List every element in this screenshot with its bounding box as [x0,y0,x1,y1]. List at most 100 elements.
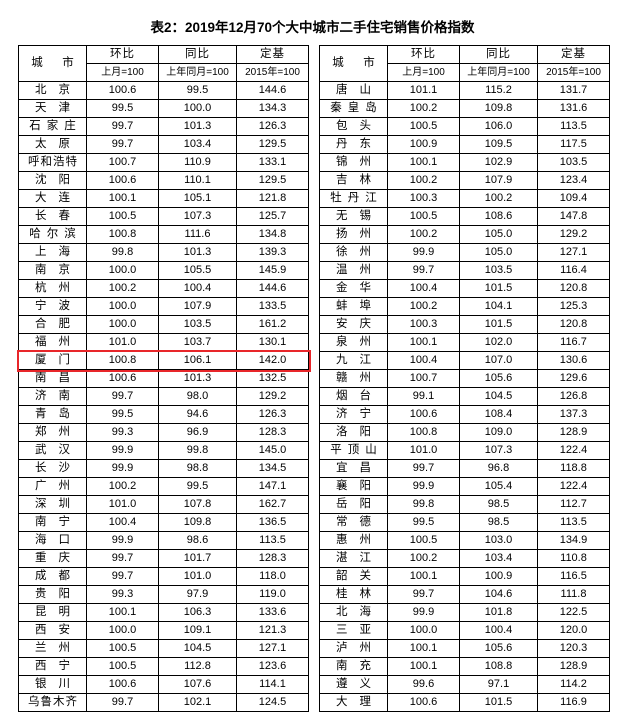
mom-value-left: 99.5 [86,405,159,424]
yoy-value-left: 101.3 [158,117,237,136]
column-gap [309,100,320,118]
base-value-right: 130.6 [537,351,610,370]
yoy-value-left: 103.4 [158,135,237,154]
header-mom-sub-right: 上月=100 [387,63,460,82]
column-gap [309,406,320,424]
mom-value-right: 100.6 [387,405,460,424]
base-value-right: 111.8 [537,585,610,604]
column-gap [309,694,320,712]
column-gap [309,244,320,262]
mom-value-right: 101.1 [387,81,460,100]
base-value-left: 144.6 [236,279,309,298]
mom-value-left: 100.0 [86,261,159,280]
yoy-value-left: 94.6 [158,405,237,424]
header-base-right: 定基 [537,45,610,64]
column-gap [309,604,320,622]
mom-value-right: 100.4 [387,279,460,298]
column-gap [309,568,320,586]
mom-value-left: 99.7 [86,387,159,406]
yoy-value-left: 98.0 [158,387,237,406]
column-gap [309,280,320,298]
base-value-right: 112.7 [537,495,610,514]
base-value-right: 116.4 [537,261,610,280]
yoy-value-right: 101.5 [459,279,538,298]
table-row: 南宁 100.4 109.8 136.5 常德 99.5 98.5 113.5 [18,513,610,532]
mom-value-right: 100.0 [387,621,460,640]
column-gap [309,154,320,172]
city-cell-left: 重庆 [18,549,87,568]
yoy-value-right: 108.8 [459,657,538,676]
city-cell-right: 九江 [319,351,388,370]
yoy-value-right: 98.5 [459,495,538,514]
yoy-value-right: 97.1 [459,675,538,694]
base-value-left: 128.3 [236,423,309,442]
city-cell-right: 襄阳 [319,477,388,496]
column-gap [309,388,320,406]
yoy-value-left: 99.8 [158,441,237,460]
city-cell-right: 秦皇岛 [319,99,388,118]
base-value-right: 147.8 [537,207,610,226]
city-cell-right: 桂林 [319,585,388,604]
base-value-left: 134.8 [236,225,309,244]
city-cell-left: 广州 [18,477,87,496]
base-value-left: 144.6 [236,81,309,100]
mom-value-left: 100.0 [86,297,159,316]
price-index-table: 城 市 环比 同比 定基 城 市 环比 同比 定基 上月=100 上年同月=10… [18,45,610,712]
base-value-right: 116.7 [537,333,610,352]
table-row: 海口 99.9 98.6 113.5 惠州 100.5 103.0 134.9 [18,531,610,550]
header-city-left: 城 市 [18,45,87,82]
column-gap [309,316,320,334]
yoy-value-left: 105.1 [158,189,237,208]
yoy-value-right: 107.0 [459,351,538,370]
city-cell-right: 泸州 [319,639,388,658]
mom-value-left: 100.5 [86,639,159,658]
column-gap [309,208,320,226]
mom-value-right: 100.2 [387,297,460,316]
base-value-left: 126.3 [236,405,309,424]
yoy-value-right: 104.5 [459,387,538,406]
mom-value-left: 100.0 [86,315,159,334]
yoy-value-right: 109.0 [459,423,538,442]
yoy-value-right: 103.0 [459,531,538,550]
base-value-right: 128.9 [537,657,610,676]
yoy-value-right: 107.3 [459,441,538,460]
city-cell-left: 宁波 [18,297,87,316]
column-gap [309,136,320,154]
base-value-left: 130.1 [236,333,309,352]
yoy-value-right: 96.8 [459,459,538,478]
city-cell-right: 扬州 [319,225,388,244]
table-row: 长春 100.5 107.3 125.7 无锡 100.5 108.6 147.8 [18,207,610,226]
column-gap [309,622,320,640]
base-value-left: 121.3 [236,621,309,640]
base-value-left: 142.0 [236,351,309,370]
base-value-left: 136.5 [236,513,309,532]
city-cell-left: 沈阳 [18,171,87,190]
column-gap [309,46,320,82]
city-cell-left: 福州 [18,333,87,352]
base-value-left: 139.3 [236,243,309,262]
city-cell-left: 石家庄 [18,117,87,136]
header-yoy-sub-right: 上年同月=100 [459,63,538,82]
table-body: 北京 100.6 99.5 144.6 唐山 101.1 115.2 131.7 天津 99.5 1… [18,81,610,712]
mom-value-right: 99.9 [387,603,460,622]
base-value-right: 125.3 [537,297,610,316]
table-row: 重庆 99.7 101.7 128.3 湛江 100.2 103.4 110.8 [18,549,610,568]
base-value-right: 134.9 [537,531,610,550]
mom-value-left: 100.5 [86,207,159,226]
base-value-right: 113.5 [537,117,610,136]
yoy-value-left: 101.7 [158,549,237,568]
table-row: 福州 101.0 103.7 130.1 泉州 100.1 102.0 116.7 [18,333,610,352]
table-row: 贵阳 99.3 97.9 119.0 桂林 99.7 104.6 111.8 [18,585,610,604]
city-cell-right: 徐州 [319,243,388,262]
column-gap [309,478,320,496]
yoy-value-left: 96.9 [158,423,237,442]
mom-value-left: 99.8 [86,243,159,262]
base-value-left: 119.0 [236,585,309,604]
city-cell-right: 北海 [319,603,388,622]
table-row: 西安 100.0 109.1 121.3 三亚 100.0 100.4 120.0 [18,621,610,640]
column-gap [309,658,320,676]
base-value-left: 129.5 [236,171,309,190]
mom-value-right: 100.1 [387,153,460,172]
base-value-right: 120.8 [537,279,610,298]
header-yoy-right: 同比 [459,45,538,64]
